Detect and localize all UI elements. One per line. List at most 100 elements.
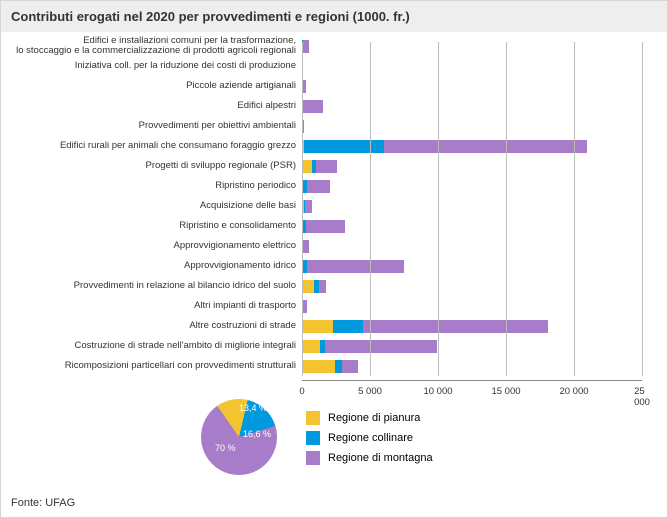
row-label: Approvvigionamento elettrico	[1, 241, 302, 251]
bar-row: Approvvigionamento idrico	[1, 256, 667, 276]
bar-row: Provvedimenti in relazione al bilancio i…	[1, 276, 667, 296]
row-label: Provvedimenti in relazione al bilancio i…	[1, 281, 302, 291]
pie-chart: 13,4 % 16,6 % 70 %	[201, 399, 277, 475]
bar-row: Piccole aziende artigianali	[1, 76, 667, 96]
bar-stack	[302, 140, 642, 153]
legend-item-montagna: Regione di montagna	[306, 451, 433, 465]
row-label: Approvvigionamento idrico	[1, 261, 302, 271]
legend-swatch	[306, 451, 320, 465]
chart-frame: Contributi erogati nel 2020 per provvedi…	[0, 0, 668, 518]
bar-seg-pianura	[302, 160, 312, 173]
x-tick: 20 000	[559, 386, 588, 397]
bar-stack	[302, 240, 642, 253]
bar-seg-collinare	[333, 320, 363, 333]
legend-swatch	[306, 411, 320, 425]
row-label: Edifici e installazioni comuni per la tr…	[1, 36, 302, 56]
row-label: Costruzione di strade nell'ambito di mig…	[1, 341, 302, 351]
bar-seg-collinare	[335, 360, 342, 373]
row-label: Ricomposizioni particellari con provvedi…	[1, 361, 302, 371]
bar-row: Edifici alpestri	[1, 96, 667, 116]
bar-row: Edifici rurali per animali che consumano…	[1, 136, 667, 156]
bar-row: Iniziativa coll. per la riduzione dei co…	[1, 56, 667, 76]
bar-stack	[302, 340, 642, 353]
legend-label: Regione di montagna	[328, 452, 433, 464]
row-label: Edifici rurali per animali che consumano…	[1, 141, 302, 151]
bar-seg-montagna	[307, 260, 404, 273]
x-tick: 0	[299, 386, 304, 397]
bar-seg-montagna	[307, 180, 330, 193]
bar-seg-montagna	[384, 140, 587, 153]
bar-stack	[302, 200, 642, 213]
bar-seg-montagna	[363, 320, 547, 333]
pie-label-pianura: 13,4 %	[239, 403, 267, 413]
legend-item-collinare: Regione collinare	[306, 431, 433, 445]
row-label: Ripristino periodico	[1, 181, 302, 191]
bar-seg-montagna	[342, 360, 358, 373]
x-tick: 10 000	[423, 386, 452, 397]
bar-seg-montagna	[302, 240, 309, 253]
bar-seg-collinare	[304, 140, 384, 153]
bar-row: Ricomposizioni particellari con provvedi…	[1, 356, 667, 376]
bar-stack	[302, 360, 642, 373]
bar-seg-montagna	[306, 220, 345, 233]
bar-seg-montagna	[302, 300, 307, 313]
bar-seg-montagna	[302, 100, 323, 113]
bar-seg-montagna	[316, 160, 337, 173]
bar-seg-montagna	[325, 340, 437, 353]
bar-seg-montagna	[302, 80, 306, 93]
plot-area: Edifici e installazioni comuni per la tr…	[1, 36, 667, 405]
legend-label: Regione collinare	[328, 432, 413, 444]
bar-row: Approvvigionamento elettrico	[1, 236, 667, 256]
bar-stack	[302, 320, 642, 333]
bar-stack	[302, 260, 642, 273]
legend-and-pie: 13,4 %16,6 %70 % Regione di pianuraRegio…	[1, 405, 667, 485]
bar-stack	[302, 60, 642, 73]
row-label: Ripristino e consolidamento	[1, 221, 302, 231]
row-label: Provvedimenti per obiettivi ambientali	[1, 121, 302, 131]
bar-row: Edifici e installazioni comuni per la tr…	[1, 36, 667, 56]
row-label: Piccole aziende artigianali	[1, 81, 302, 91]
bar-seg-montagna	[305, 200, 311, 213]
legend-label: Regione di pianura	[328, 412, 420, 424]
bar-rows: Edifici e installazioni comuni per la tr…	[1, 36, 667, 376]
bar-stack	[302, 120, 642, 133]
bar-seg-pianura	[302, 340, 320, 353]
x-tick: 5 000	[358, 386, 382, 397]
bar-seg-montagna	[303, 40, 309, 53]
bar-stack	[302, 100, 642, 113]
bar-stack	[302, 180, 642, 193]
x-axis: 05 00010 00015 00020 00025 000	[302, 380, 642, 405]
x-tick: 15 000	[491, 386, 520, 397]
legend: Regione di pianura Regione collinare Regio…	[306, 405, 433, 471]
source-text: Fonte: UFAG	[11, 497, 75, 509]
row-label: Edifici alpestri	[1, 101, 302, 111]
row-label: Altri impianti di trasporto	[1, 301, 302, 311]
legend-swatch	[306, 431, 320, 445]
bar-stack	[302, 80, 642, 93]
bar-row: Altri impianti di trasporto	[1, 296, 667, 316]
bar-row: Ripristino e consolidamento	[1, 216, 667, 236]
bar-row: Altre costruzioni di strade	[1, 316, 667, 336]
bar-row: Progetti di sviluppo regionale (PSR)	[1, 156, 667, 176]
bar-seg-montagna	[319, 280, 327, 293]
chart-title: Contributi erogati nel 2020 per provvedi…	[1, 1, 667, 32]
bar-stack	[302, 40, 642, 53]
pie-label-montagna: 70 %	[215, 443, 236, 453]
legend-item-pianura: Regione di pianura	[306, 411, 433, 425]
row-label: Progetti di sviluppo regionale (PSR)	[1, 161, 302, 171]
bar-stack	[302, 160, 642, 173]
row-label: Acquisizione delle basi	[1, 201, 302, 211]
bar-seg-montagna	[302, 60, 303, 73]
bar-row: Costruzione di strade nell'ambito di mig…	[1, 336, 667, 356]
bar-row: Acquisizione delle basi	[1, 196, 667, 216]
bar-stack	[302, 300, 642, 313]
pie-label-collinare: 16,6 %	[243, 429, 271, 439]
bar-stack	[302, 220, 642, 233]
bar-row: Ripristino periodico	[1, 176, 667, 196]
row-label: Altre costruzioni di strade	[1, 321, 302, 331]
bar-seg-pianura	[302, 360, 335, 373]
row-label: Iniziativa coll. per la riduzione dei co…	[1, 61, 302, 71]
bar-seg-pianura	[302, 320, 333, 333]
bar-seg-pianura	[302, 280, 314, 293]
bar-stack	[302, 280, 642, 293]
